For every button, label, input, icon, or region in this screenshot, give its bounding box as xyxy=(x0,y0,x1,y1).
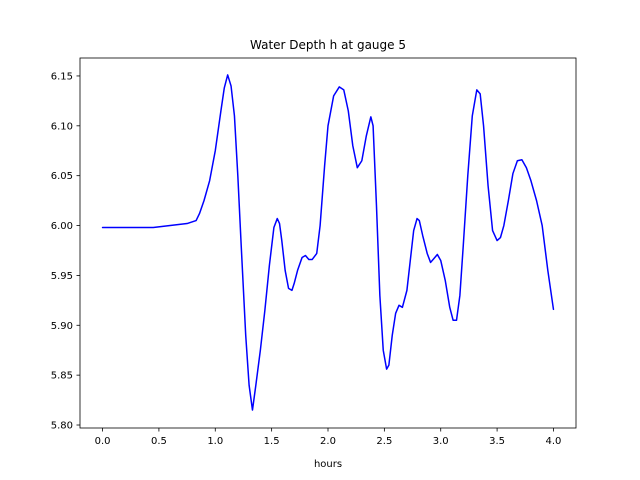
plot-frame xyxy=(79,57,577,429)
x-tick-label: 3.0 xyxy=(433,436,449,447)
y-tick-label: 5.90 xyxy=(51,321,73,332)
x-tick-label: 3.5 xyxy=(489,436,505,447)
y-tick-label: 5.85 xyxy=(51,371,73,382)
x-tick-label: 2.0 xyxy=(320,436,336,447)
y-tick-label: 6.00 xyxy=(51,221,73,232)
x-tick-label: 0.0 xyxy=(95,436,111,447)
x-tick-label: 0.5 xyxy=(151,436,167,447)
x-axis-label: hours xyxy=(314,459,342,470)
x-axis-ticks: 0.0 0.5 1.0 1.5 2.0 2.5 3.0 3.5 4.0 xyxy=(95,428,562,447)
plot-layer xyxy=(101,74,555,411)
x-tick-label: 1.0 xyxy=(207,436,223,447)
x-tick-label: 4.0 xyxy=(546,436,562,447)
y-tick-label: 6.15 xyxy=(51,71,73,82)
y-tick-label: 6.10 xyxy=(51,121,73,132)
y-tick-label: 5.95 xyxy=(51,271,73,282)
x-tick-label: 2.5 xyxy=(376,436,392,447)
x-tick-label: 1.5 xyxy=(264,436,280,447)
y-tick-label: 5.80 xyxy=(51,421,73,432)
y-tick-label: 6.05 xyxy=(51,171,73,182)
y-axis-ticks: 5.80 5.85 5.90 5.95 6.00 6.05 6.10 6.15 xyxy=(51,71,80,432)
chart-title: Water Depth h at gauge 5 xyxy=(250,38,406,52)
series-line-0 xyxy=(101,74,555,411)
